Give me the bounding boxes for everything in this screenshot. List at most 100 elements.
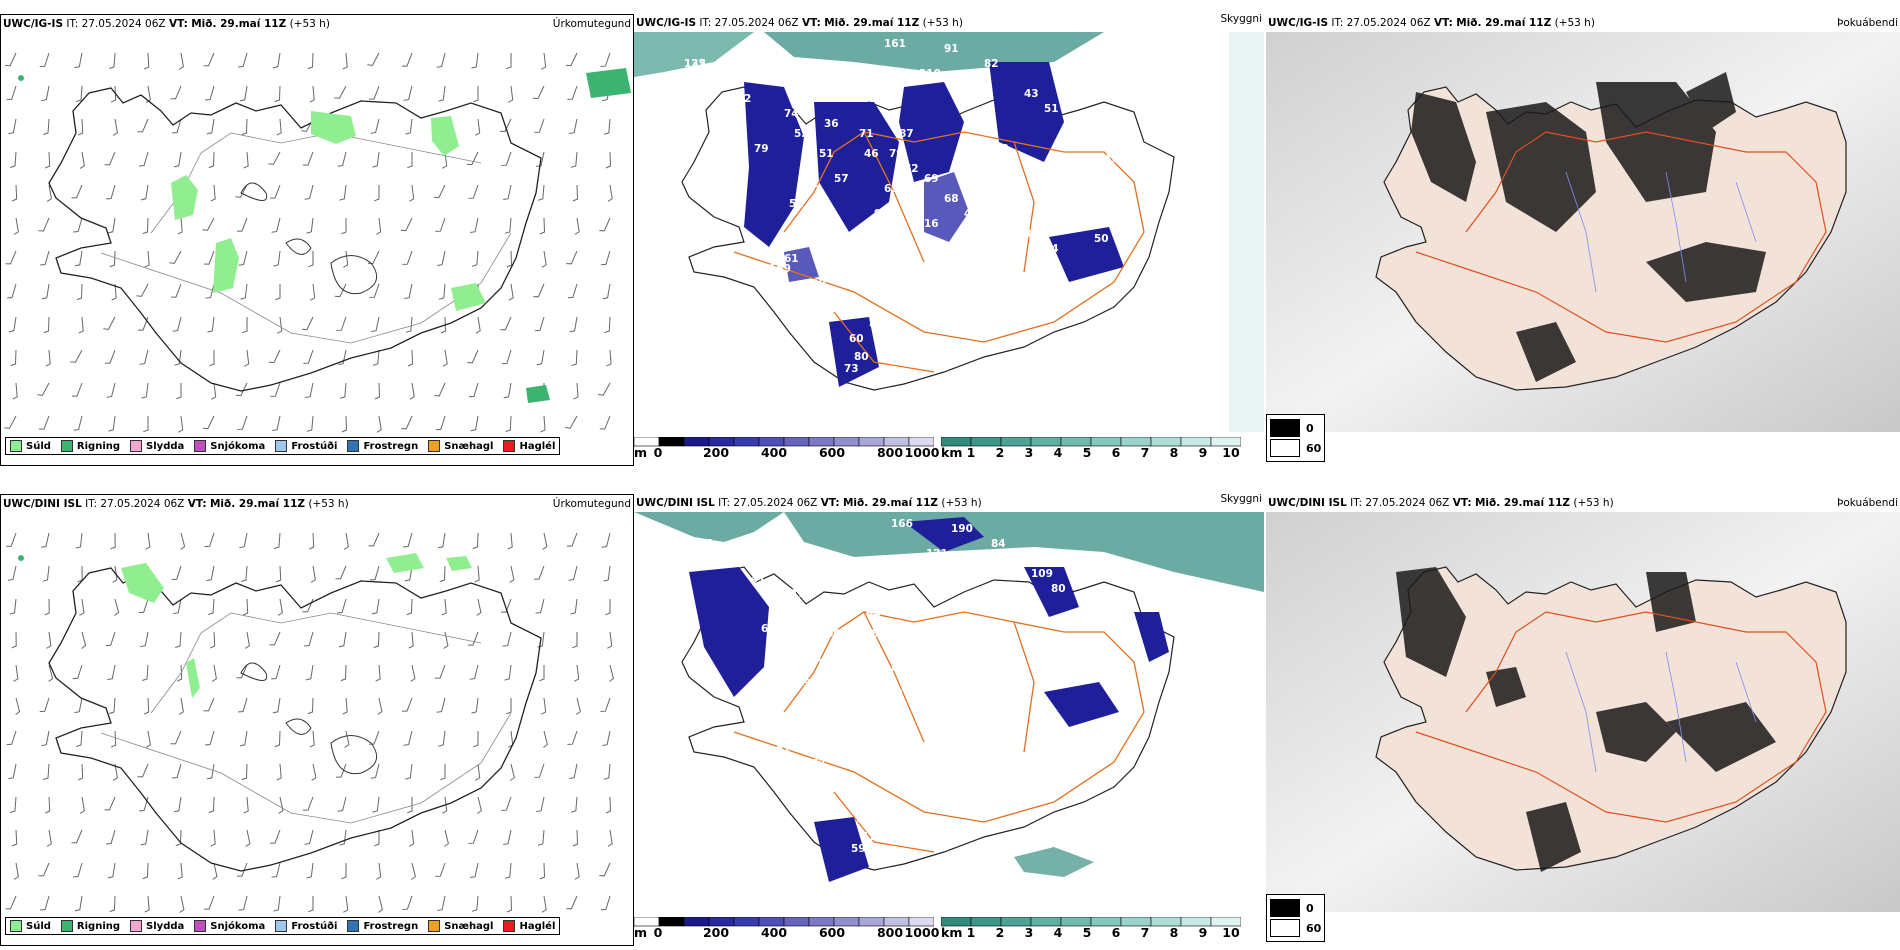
- wind-barb: [140, 829, 149, 846]
- wind-barbs: [4, 52, 613, 433]
- visibility-colorbar: km 1 2 3 4 5 6 7 8 9 10: [941, 917, 1241, 944]
- wind-barb: [442, 796, 448, 814]
- wind-barb: [438, 85, 446, 102]
- rivers: [1565, 651, 1757, 773]
- wind-barb: [106, 829, 116, 845]
- sea-fog-area: [784, 512, 1264, 592]
- wind-barb: [336, 316, 347, 331]
- wind-barb: [111, 283, 117, 301]
- ceiling-colorbar-swatches: [634, 917, 934, 927]
- wind-barb: [472, 532, 479, 550]
- wind-barb: [510, 763, 515, 781]
- wind-barb: [74, 52, 83, 69]
- wind-barb: [371, 316, 380, 332]
- legend-swatch: [275, 920, 288, 932]
- wind-barb: [273, 250, 281, 267]
- wind-barb: [107, 862, 116, 879]
- wind-barb: [534, 118, 545, 133]
- wind-barb: [401, 415, 413, 430]
- wind-barb: [110, 730, 117, 748]
- roads: [1415, 131, 1827, 343]
- panel-header: UWC/IG-IS IT: 27.05.2024 06Z VT: Mið. 29…: [1, 15, 633, 33]
- wind-barb: [403, 85, 413, 101]
- wind-barb: [405, 316, 413, 333]
- wind-barb: [208, 598, 215, 615]
- wind-barb: [271, 862, 281, 878]
- wind-barb: [599, 415, 611, 430]
- wind-barb: [334, 85, 347, 99]
- wind-barb: [437, 532, 446, 549]
- wind-barb: [411, 862, 416, 880]
- wind-barb: [567, 85, 578, 100]
- roads: [1415, 611, 1827, 823]
- sea-fog-area: [634, 32, 754, 77]
- wind-barb: [539, 665, 545, 682]
- wind-barb: [39, 697, 50, 713]
- wind-barb: [242, 317, 248, 334]
- visibility-value-label: 61: [784, 253, 799, 265]
- wind-barb: [13, 217, 19, 235]
- wind-barb: [139, 796, 149, 812]
- wind-barb: [437, 250, 446, 266]
- fog-legend-row: 0: [1270, 418, 1321, 438]
- visibility-value-label: 51: [906, 608, 921, 620]
- wind-barb: [240, 283, 248, 300]
- wind-barb: [175, 829, 182, 847]
- visibility-value-label: 44: [964, 258, 979, 270]
- wind-barb: [565, 415, 578, 429]
- visibility-value-label: 75: [811, 658, 826, 670]
- valid-time: Mið. 29.maí 11Z: [209, 498, 305, 510]
- wind-barb: [573, 382, 579, 400]
- wind-barb: [440, 316, 447, 334]
- legend-item-rigning: Rigning: [60, 920, 120, 932]
- wind-barb: [343, 895, 349, 913]
- fog-index-legend: 0 60: [1266, 894, 1326, 942]
- wind-barb: [541, 697, 547, 715]
- wind-barb: [76, 283, 83, 301]
- wind-barb: [239, 532, 248, 549]
- wind-barb: [5, 250, 17, 265]
- wind-barb: [104, 796, 116, 811]
- iceland-outline: [681, 566, 1175, 871]
- visibility-value-label: 42: [879, 88, 894, 100]
- visibility-value-label: 144: [691, 538, 713, 550]
- wind-barb: [504, 664, 512, 681]
- valid-label: VT:: [820, 497, 840, 509]
- wind-barb: [274, 85, 281, 103]
- wind-barb: [276, 118, 282, 136]
- wind-barb: [171, 283, 182, 298]
- wind-barb: [4, 415, 17, 429]
- issue-time: IT: 27.05.2024 06Z: [85, 498, 185, 510]
- wind-barb: [404, 283, 413, 299]
- wind-barb: [469, 664, 479, 680]
- visibility-value-label: 100: [841, 708, 863, 720]
- wind-barb: [402, 250, 413, 265]
- wind-barb: [435, 415, 446, 431]
- wind-barb: [207, 316, 215, 333]
- issue-time: IT: 27.05.2024 06Z: [66, 18, 166, 30]
- wind-barb: [602, 730, 611, 746]
- wind-barb: [335, 565, 347, 580]
- model-name: UWC/IG-IS: [3, 18, 64, 30]
- ceiling-colorbar-swatches: [634, 437, 934, 447]
- wind-barb: [78, 316, 84, 334]
- legend-item-frostudi: Frostúði: [275, 920, 337, 932]
- visibility-value-label: 74: [784, 108, 799, 120]
- visibility-colorbar-swatches: [941, 437, 1241, 447]
- wind-barb: [9, 598, 17, 615]
- wind-barb: [178, 415, 184, 433]
- wind-barb: [477, 796, 482, 814]
- visibility-value-label: 207: [894, 75, 916, 87]
- wind-barb: [341, 415, 348, 433]
- wind-barb: [503, 184, 512, 200]
- wind-barb: [173, 151, 182, 168]
- wind-barb: [606, 349, 612, 367]
- wind-barb: [143, 697, 150, 715]
- wind-barb: [40, 895, 50, 911]
- wind-barb: [79, 796, 85, 814]
- wind-barb: [598, 382, 611, 396]
- wind-barb: [178, 52, 184, 70]
- legend-swatch: [130, 440, 143, 452]
- wind-barb: [5, 895, 17, 910]
- legend-item-frostudi: Frostúði: [275, 440, 337, 452]
